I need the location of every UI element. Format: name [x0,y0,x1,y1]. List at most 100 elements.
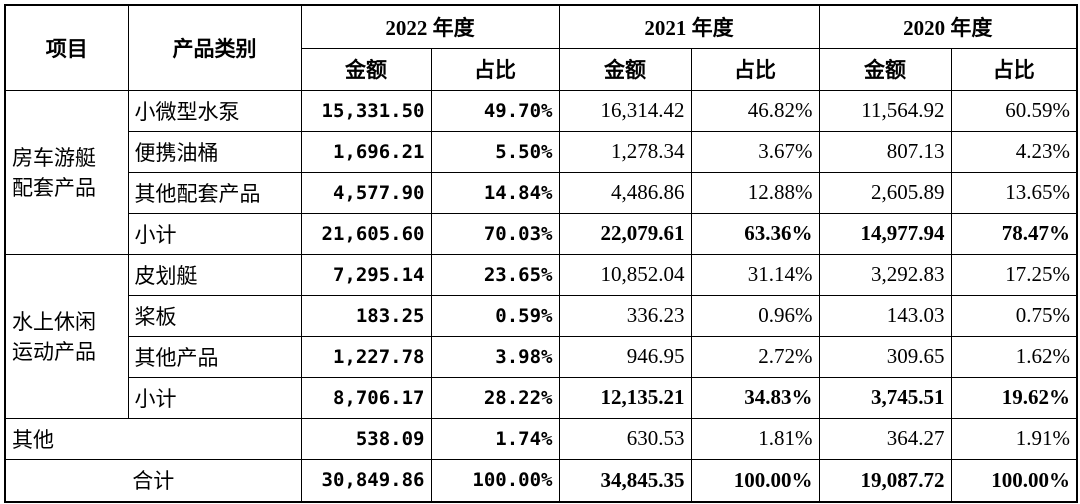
table-cell: 其他 [4,417,302,460]
table-cell: 皮划艇 [127,253,302,296]
table-row: 桨板 183.25 0.59% 336.23 0.96% 143.03 0.75% [5,294,1078,337]
table-cell: 3.67% [690,130,820,173]
table-cell: 336.23 [558,294,692,337]
table-cell: 63.36% [690,212,820,255]
table-cell: 3,745.51 [818,376,952,419]
group-name: 房车游艇 [12,146,96,170]
table-cell: 34,845.35 [558,458,692,503]
table-row: 水上休闲 运动产品 皮划艇 7,295.14 23.65% 10,852.04 31.14%… [4,253,1078,419]
table-cell: 31.14% [690,253,820,296]
table-cell: 13.65% [950,171,1078,214]
table-cell: 49.70% [430,89,560,132]
table-cell: 70.03% [430,212,560,255]
table-cell: 3.98% [430,335,560,378]
table-cell: 143.03 [818,294,952,337]
table-row: 小计 8,706.17 28.22% 12,135.21 34.83% 3,745.51 1… [5,376,1078,419]
table-row: 其他产品 1,227.78 3.98% 946.95 2.72% 309.65 1.62% [5,335,1078,378]
table-cell: 1.81% [690,417,820,460]
table-cell: 630.53 [558,417,692,460]
table-cell: 2,605.89 [818,171,952,214]
table-cell: 桨板 [127,294,302,337]
table-cell: 1.91% [950,417,1078,460]
table-row: 便携油桶 1,696.21 5.50% 1,278.34 3.67% 807.13 4.23… [5,130,1078,173]
table-cell: 364.27 [818,417,952,460]
table-cell: 0.75% [950,294,1078,337]
group-name: 运动产品 [12,340,96,364]
table-cell: 产品类别 [127,4,302,91]
table-cell: 11,564.92 [818,89,952,132]
table-cell: 8,706.17 [300,376,432,419]
table-cell: 1,278.34 [558,130,692,173]
table-cell: 46.82% [690,89,820,132]
group-name: 水上休闲 [12,310,96,334]
table-cell: 合计 [4,458,302,503]
table-cell: 10,852.04 [558,253,692,296]
table-cell: 小微型水泵 [127,89,302,132]
table-cell: 2021 年度 [558,4,820,49]
table-cell: 946.95 [558,335,692,378]
table-cell: 房车游艇 配套产品 [4,89,129,255]
table-cell: 4,577.90 [300,171,432,214]
table-row: 合计 30,849.86 100.00% 34,845.35 100.00% 19,087… [4,458,1078,503]
table-cell: 34.83% [690,376,820,419]
table-cell: 金额 [558,47,692,91]
table-cell: 807.13 [818,130,952,173]
table-cell: 小计 [127,212,302,255]
table-cell: 2.72% [690,335,820,378]
table-cell: 183.25 [300,294,432,337]
table-cell: 23.65% [430,253,560,296]
table-cell: 100.00% [690,458,820,503]
table-cell: 水上休闲 运动产品 [4,253,129,419]
table-cell: 0.59% [430,294,560,337]
table-cell: 4,486.86 [558,171,692,214]
table-cell: 14.84% [430,171,560,214]
table-row: 其他配套产品 4,577.90 14.84% 4,486.86 12.88% 2,605.… [5,171,1078,214]
table-row: 项目 产品类别 2022 年度 2021 年度 2020 年度 [4,4,1078,91]
table-cell: 309.65 [818,335,952,378]
table-cell: 21,605.60 [300,212,432,255]
table-cell: 19.62% [950,376,1078,419]
table-cell: 78.47% [950,212,1078,255]
table-cell: 金额 [300,47,432,91]
table-cell: 占比 [950,47,1078,91]
table-cell: 占比 [430,47,560,91]
revenue-table: 项目 产品类别 2022 年度 2021 年度 2020 年度 金额 占比 金额 占比 金额 占比房… [4,4,1078,503]
table-cell: 3,292.83 [818,253,952,296]
table-cell: 30,849.86 [300,458,432,503]
table-cell: 16,314.42 [558,89,692,132]
table-cell: 100.00% [430,458,560,503]
table-cell: 12,135.21 [558,376,692,419]
table-cell: 2020 年度 [818,4,1078,49]
table-cell: 2022 年度 [300,4,560,49]
table-cell: 12.88% [690,171,820,214]
table-cell: 其他产品 [127,335,302,378]
table-cell: 22,079.61 [558,212,692,255]
table-row: 小计 21,605.60 70.03% 22,079.61 63.36% 14,977.9… [5,212,1078,255]
table-cell: 1.74% [430,417,560,460]
table-cell: 0.96% [690,294,820,337]
table-cell: 100.00% [950,458,1078,503]
table-cell: 便携油桶 [127,130,302,173]
table-row: 其他 538.09 1.74% 630.53 1.81% 364.27 1.91% [4,417,1078,460]
table-cell: 其他配套产品 [127,171,302,214]
group-name: 配套产品 [12,176,96,200]
table-row: 房车游艇 配套产品 小微型水泵 15,331.50 49.70% 16,314.42 46.… [4,89,1078,255]
table-cell: 金额 [818,47,952,91]
table-cell: 14,977.94 [818,212,952,255]
table-cell: 项目 [4,4,129,91]
table-cell: 5.50% [430,130,560,173]
table-cell: 7,295.14 [300,253,432,296]
table-cell: 占比 [690,47,820,91]
table-cell: 1,227.78 [300,335,432,378]
table-cell: 60.59% [950,89,1078,132]
table-cell: 28.22% [430,376,560,419]
table-cell: 小计 [127,376,302,419]
table-cell: 15,331.50 [300,89,432,132]
table-cell: 17.25% [950,253,1078,296]
table-cell: 538.09 [300,417,432,460]
table-cell: 1,696.21 [300,130,432,173]
table-cell: 19,087.72 [818,458,952,503]
table-cell: 4.23% [950,130,1078,173]
table-cell: 1.62% [950,335,1078,378]
